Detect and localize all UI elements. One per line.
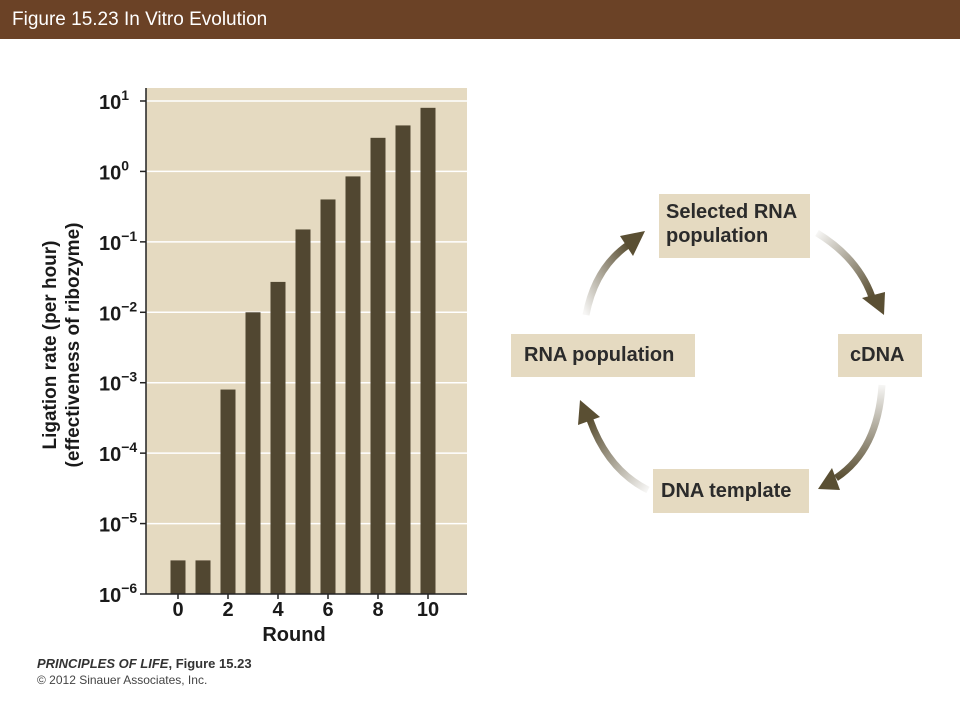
y-tick-label: 10−2 xyxy=(99,298,137,325)
x-tick-label: 8 xyxy=(372,599,383,621)
x-tick-label: 10 xyxy=(417,599,439,621)
bar-round-1 xyxy=(195,560,211,594)
figure-title: Figure 15.23 In Vitro Evolution xyxy=(12,9,268,30)
cdna-label: cDNA xyxy=(850,344,905,366)
bar-round-6 xyxy=(320,199,336,595)
x-ticks: 0 2 4 6 8 10 xyxy=(172,594,439,621)
bar-round-2 xyxy=(220,389,236,594)
arrow-dna-template-to-rna xyxy=(578,400,650,494)
x-tick-label: 0 xyxy=(172,599,183,621)
bar-round-4 xyxy=(270,281,286,594)
y-axis-label: Ligation rate (per hour) (effectiveness … xyxy=(40,223,84,468)
x-tick-label: 6 xyxy=(322,599,333,621)
arrow-rna-to-selected xyxy=(582,231,645,316)
selected-rna-population-box: Selected RNA population xyxy=(659,194,810,258)
bar-round-10 xyxy=(420,107,436,595)
dna-template-box: DNA template xyxy=(653,469,809,513)
x-axis-label: Round xyxy=(262,624,325,646)
footer-figure: , Figure 15.23 xyxy=(168,656,252,671)
x-tick-label: 2 xyxy=(222,599,233,621)
bars xyxy=(170,107,436,595)
footer-copyright: © 2012 Sinauer Associates, Inc. xyxy=(37,673,208,687)
y-tick-label: 10−1 xyxy=(99,228,137,255)
selected-rna-line1: Selected RNA xyxy=(666,201,798,223)
header-bar: Figure 15.23 In Vitro Evolution xyxy=(0,0,960,39)
footer-book-title: PRINCIPLES OF LIFE, Figure 15.23 xyxy=(37,656,252,671)
arrow-selected-to-cdna xyxy=(815,230,885,315)
bar-round-3 xyxy=(245,312,261,594)
y-tick-label: 100 xyxy=(99,157,129,184)
cdna-box: cDNA xyxy=(838,334,922,377)
bar-round-0 xyxy=(170,560,186,594)
bar-round-8 xyxy=(370,137,386,594)
y-tick-label: 10−4 xyxy=(99,439,137,466)
arrow-cdna-to-dna-template xyxy=(818,384,886,490)
bar-round-7 xyxy=(345,176,361,595)
y-tick-label: 10−3 xyxy=(99,369,137,396)
x-tick-label: 4 xyxy=(272,599,284,621)
dna-template-label: DNA template xyxy=(661,480,792,502)
y-tick-label: 101 xyxy=(99,87,129,114)
rna-population-box: RNA population xyxy=(511,334,695,377)
y-tick-label: 10−6 xyxy=(99,580,137,607)
selected-rna-line2: population xyxy=(666,225,769,247)
bar-round-9 xyxy=(395,125,411,595)
bar-round-5 xyxy=(295,229,311,594)
y-axis-label-line1: Ligation rate (per hour) xyxy=(40,241,61,450)
y-axis-label-line2: (effectiveness of ribozyme) xyxy=(63,223,84,468)
y-tick-label: 10−5 xyxy=(99,510,137,537)
rna-population-label: RNA population xyxy=(524,344,675,366)
y-ticks: 101 100 10−1 10−2 10−3 10−4 10−5 10−6 xyxy=(99,87,146,607)
footer-book: PRINCIPLES OF LIFE xyxy=(37,656,169,671)
